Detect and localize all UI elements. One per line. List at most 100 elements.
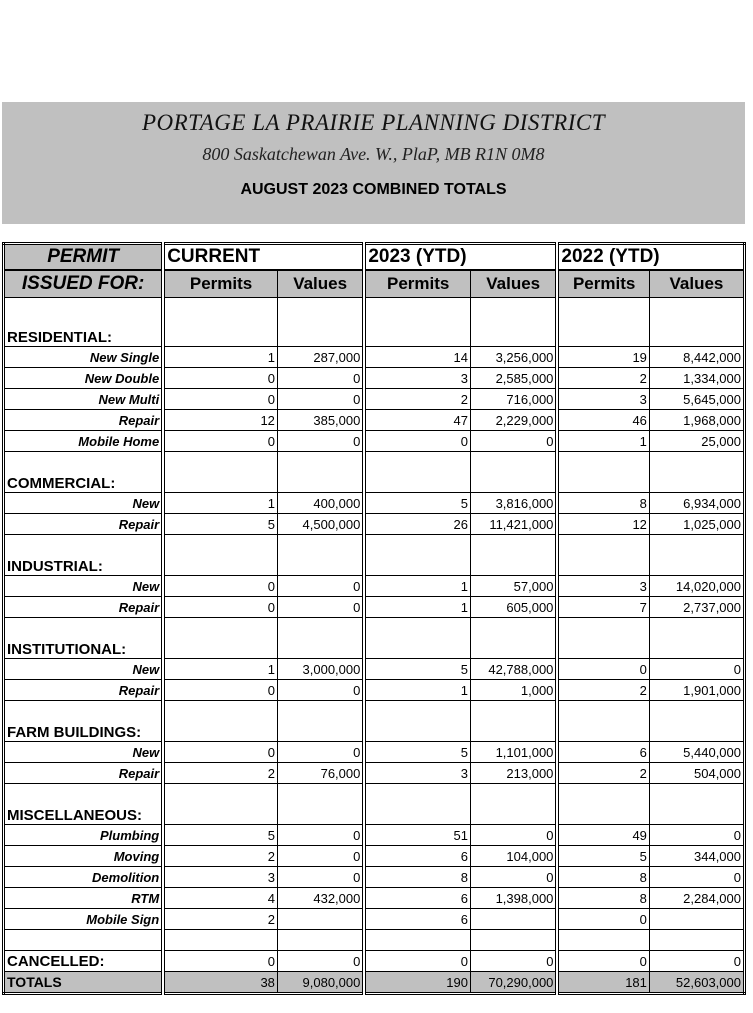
values-cell: [469, 700, 560, 742]
permits-cell: [363, 783, 471, 825]
values-cell: [469, 451, 560, 493]
row-label: New Double: [3, 367, 166, 389]
table-row: Repair 12 385,000 47 2,229,000 46 1,968,000: [3, 409, 746, 431]
values-cell: 3,000,000: [276, 658, 367, 680]
values-cell: 2,585,000: [469, 367, 560, 389]
values-cell: 5,645,000: [648, 388, 746, 410]
values-cell: [276, 908, 367, 930]
values-cell: [276, 617, 367, 659]
column-header-permits: Permits: [162, 269, 278, 298]
permits-cell: 49: [556, 824, 650, 846]
values-cell: 385,000: [276, 409, 367, 431]
values-cell: 0: [276, 596, 367, 618]
values-cell: 0: [276, 866, 367, 888]
permits-cell: [556, 700, 650, 742]
column-header-permits: Permits: [556, 269, 650, 298]
permits-cell: 2: [162, 908, 278, 930]
values-cell: 3,816,000: [469, 492, 560, 514]
row-label: Demolition: [3, 866, 166, 888]
values-cell: 213,000: [469, 762, 560, 784]
permits-cell: 0: [556, 658, 650, 680]
values-cell: 0: [648, 950, 746, 972]
values-cell: 0: [469, 824, 560, 846]
values-cell: 0: [648, 658, 746, 680]
permits-cell: [162, 783, 278, 825]
permits-cell: 1: [363, 679, 471, 701]
row-label: New: [3, 492, 166, 514]
permits-cell: 5: [363, 492, 471, 514]
column-header-values: Values: [276, 269, 367, 298]
column-header-permits: Permits: [363, 269, 471, 298]
row-label: Repair: [3, 513, 166, 535]
row-label: Repair: [3, 409, 166, 431]
values-cell: 1,101,000: [469, 741, 560, 763]
permits-cell: 12: [556, 513, 650, 535]
values-cell: [648, 700, 746, 742]
permits-cell: 2: [556, 367, 650, 389]
values-cell: 0: [276, 824, 367, 846]
table-row: RTM 4 432,000 6 1,398,000 8 2,284,000: [3, 887, 746, 909]
row-label: TOTALS: [3, 971, 166, 994]
values-cell: 8,442,000: [648, 346, 746, 368]
values-cell: 6,934,000: [648, 492, 746, 514]
permits-cell: [556, 297, 650, 347]
row-label: New: [3, 658, 166, 680]
blank-row: [3, 929, 746, 951]
permits-cell: 3: [363, 762, 471, 784]
permits-cell: 181: [556, 971, 650, 994]
row-label: New Multi: [3, 388, 166, 410]
table-row: New Double 0 0 3 2,585,000 2 1,334,000: [3, 367, 746, 389]
permits-cell: 7: [556, 596, 650, 618]
values-cell: 0: [469, 950, 560, 972]
values-cell: [648, 534, 746, 576]
values-cell: 104,000: [469, 845, 560, 867]
permits-cell: 3: [162, 866, 278, 888]
values-cell: [276, 700, 367, 742]
permits-cell: 19: [556, 346, 650, 368]
permits-cell: [363, 929, 471, 951]
row-label: Repair: [3, 679, 166, 701]
permits-cell: 2: [162, 762, 278, 784]
permits-cell: 3: [556, 575, 650, 597]
table-row: New 1 400,000 5 3,816,000 8 6,934,000: [3, 492, 746, 514]
permits-cell: 5: [162, 824, 278, 846]
group-header-2022-ytd: 2022 (YTD): [556, 243, 746, 271]
values-cell: 1,334,000: [648, 367, 746, 389]
values-cell: 0: [276, 679, 367, 701]
values-cell: 0: [276, 430, 367, 452]
values-cell: [648, 617, 746, 659]
values-cell: 25,000: [648, 430, 746, 452]
table-row: Plumbing 5 0 51 0 49 0: [3, 824, 746, 846]
values-cell: 2,284,000: [648, 887, 746, 909]
permits-cell: 26: [363, 513, 471, 535]
values-cell: 4,500,000: [276, 513, 367, 535]
permits-cell: 6: [556, 741, 650, 763]
permits-cell: 5: [363, 658, 471, 680]
values-cell: [648, 783, 746, 825]
values-cell: 0: [469, 430, 560, 452]
values-cell: 1,901,000: [648, 679, 746, 701]
permits-cell: 6: [363, 887, 471, 909]
table-row: Repair 0 0 1 605,000 7 2,737,000: [3, 596, 746, 618]
values-cell: [276, 929, 367, 951]
values-cell: 0: [276, 741, 367, 763]
section-header-row: FARM BUILDINGS:: [3, 700, 746, 742]
values-cell: 0: [648, 824, 746, 846]
row-label: FARM BUILDINGS:: [3, 700, 166, 742]
label-header-1: PERMIT: [3, 243, 166, 271]
permits-cell: 51: [363, 824, 471, 846]
section-header-row: RESIDENTIAL:: [3, 297, 746, 347]
permits-cell: 8: [556, 887, 650, 909]
values-cell: 1,968,000: [648, 409, 746, 431]
table-row: Repair 0 0 1 1,000 2 1,901,000: [3, 679, 746, 701]
row-label: INDUSTRIAL:: [3, 534, 166, 576]
permits-cell: 1: [162, 658, 278, 680]
permits-cell: 6: [363, 908, 471, 930]
permits-cell: 8: [363, 866, 471, 888]
values-cell: [648, 297, 746, 347]
permits-cell: [162, 929, 278, 951]
permits-cell: 8: [556, 492, 650, 514]
permits-cell: [556, 451, 650, 493]
permits-cell: [556, 929, 650, 951]
row-label: MISCELLANEOUS:: [3, 783, 166, 825]
